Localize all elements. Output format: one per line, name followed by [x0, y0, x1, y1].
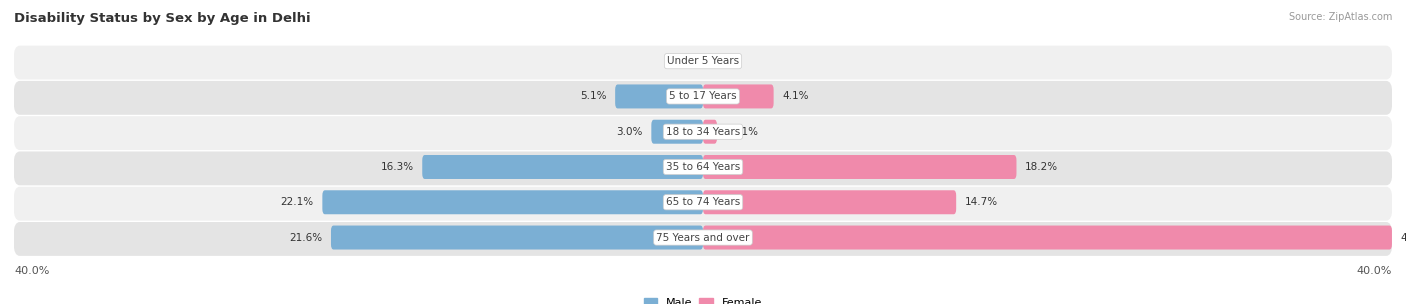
Text: 4.1%: 4.1%: [782, 92, 808, 102]
FancyBboxPatch shape: [14, 116, 1392, 150]
FancyBboxPatch shape: [616, 85, 703, 109]
Text: 35 to 64 Years: 35 to 64 Years: [666, 162, 740, 172]
FancyBboxPatch shape: [703, 155, 1017, 179]
Text: 22.1%: 22.1%: [281, 197, 314, 207]
Text: 16.3%: 16.3%: [381, 162, 413, 172]
FancyBboxPatch shape: [703, 120, 717, 144]
Text: 40.0%: 40.0%: [1357, 267, 1392, 276]
Text: 40.0%: 40.0%: [14, 267, 49, 276]
Text: 0.0%: 0.0%: [668, 56, 695, 66]
FancyBboxPatch shape: [14, 151, 1392, 185]
FancyBboxPatch shape: [330, 226, 703, 250]
Text: 0.0%: 0.0%: [711, 56, 738, 66]
FancyBboxPatch shape: [703, 226, 1392, 250]
Text: 5.1%: 5.1%: [581, 92, 606, 102]
Text: 21.6%: 21.6%: [290, 233, 322, 243]
FancyBboxPatch shape: [322, 190, 703, 214]
Text: 65 to 74 Years: 65 to 74 Years: [666, 197, 740, 207]
Text: 0.81%: 0.81%: [725, 127, 759, 137]
Text: Disability Status by Sex by Age in Delhi: Disability Status by Sex by Age in Delhi: [14, 12, 311, 25]
FancyBboxPatch shape: [14, 222, 1392, 256]
Text: 18.2%: 18.2%: [1025, 162, 1059, 172]
Text: 14.7%: 14.7%: [965, 197, 998, 207]
Text: 40.0%: 40.0%: [1400, 233, 1406, 243]
Text: 5 to 17 Years: 5 to 17 Years: [669, 92, 737, 102]
FancyBboxPatch shape: [14, 81, 1392, 115]
Text: Source: ZipAtlas.com: Source: ZipAtlas.com: [1288, 12, 1392, 22]
FancyBboxPatch shape: [14, 187, 1392, 221]
Text: 75 Years and over: 75 Years and over: [657, 233, 749, 243]
FancyBboxPatch shape: [703, 190, 956, 214]
FancyBboxPatch shape: [14, 46, 1392, 80]
FancyBboxPatch shape: [703, 85, 773, 109]
FancyBboxPatch shape: [651, 120, 703, 144]
Text: 18 to 34 Years: 18 to 34 Years: [666, 127, 740, 137]
Legend: Male, Female: Male, Female: [640, 293, 766, 304]
FancyBboxPatch shape: [422, 155, 703, 179]
Text: 3.0%: 3.0%: [616, 127, 643, 137]
Text: Under 5 Years: Under 5 Years: [666, 56, 740, 66]
